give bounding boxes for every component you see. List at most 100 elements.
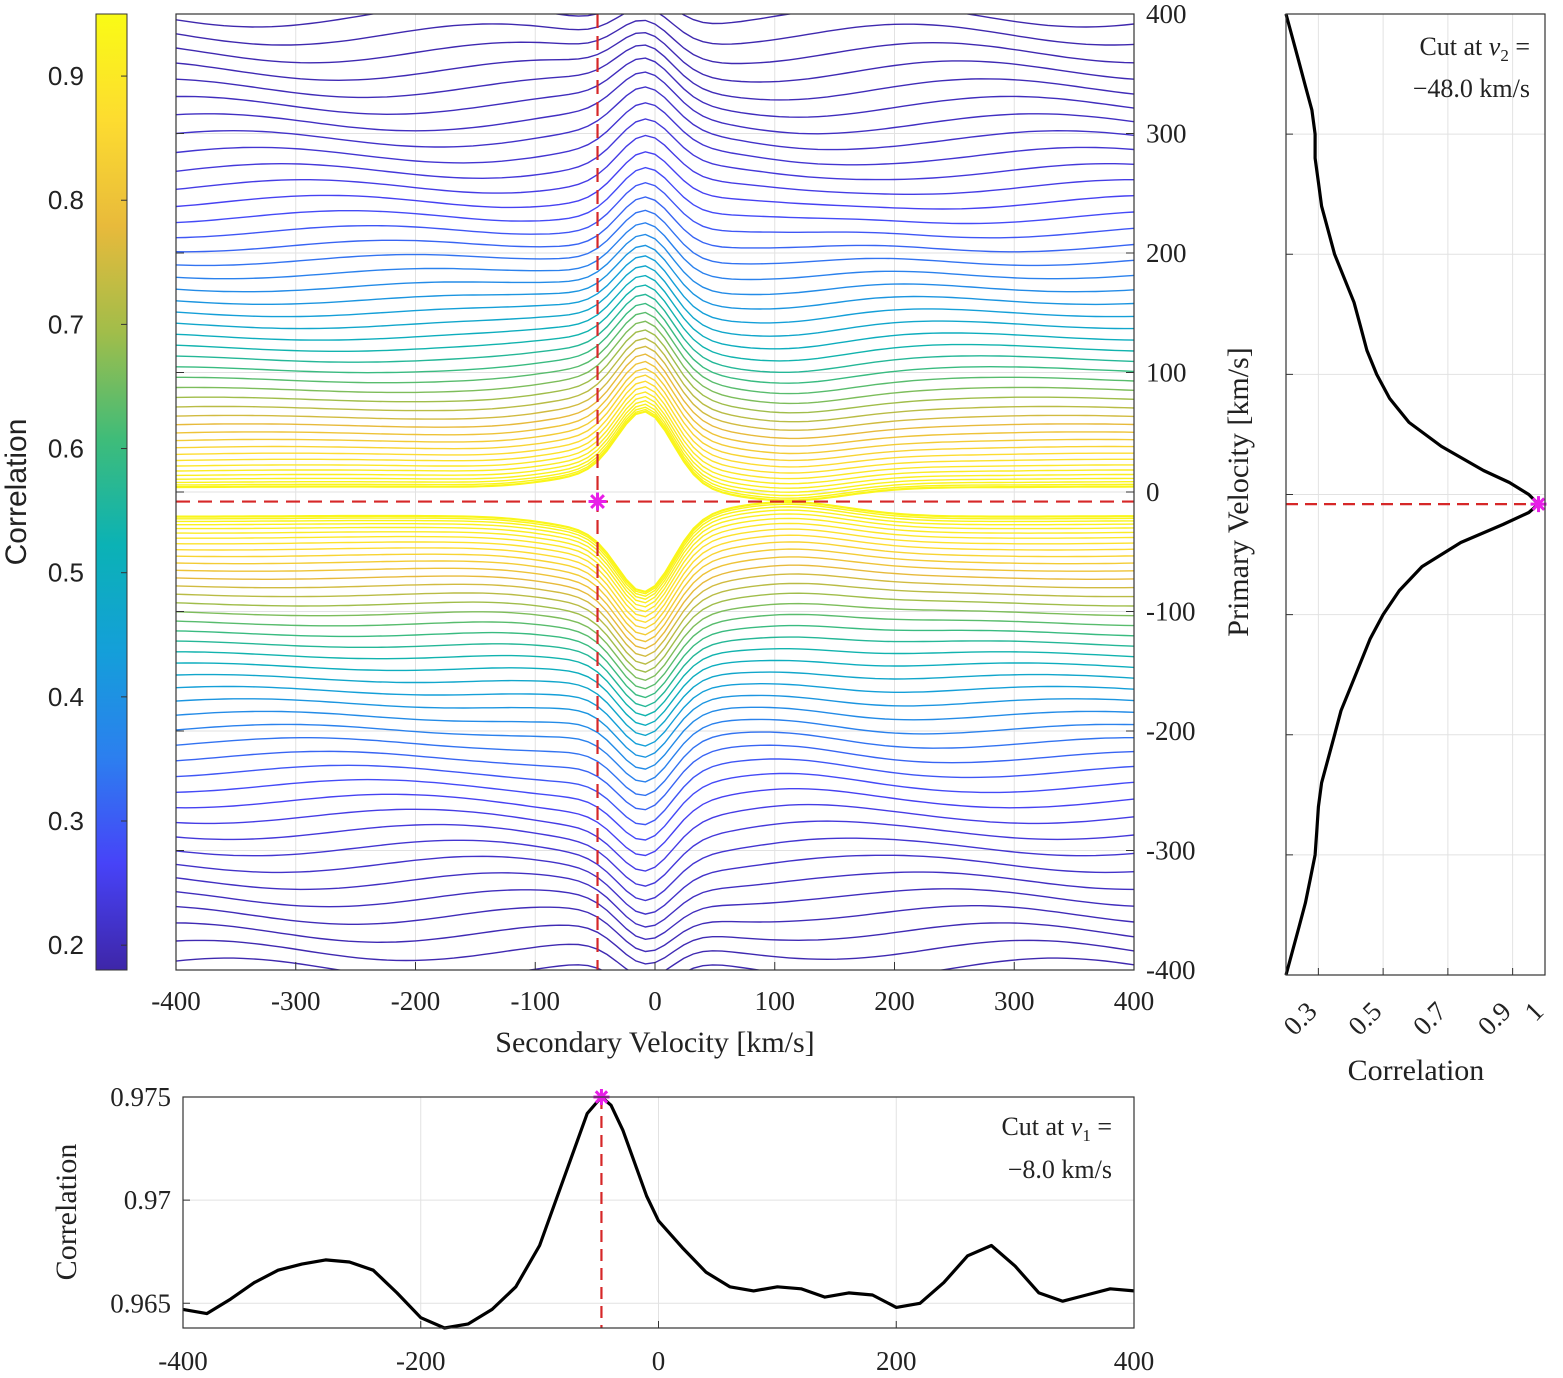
contour-level-line xyxy=(176,71,1134,135)
contour-x-tick-label: 100 xyxy=(755,986,796,1016)
contour-level-line xyxy=(176,671,1134,737)
contour-plot: -400 -300 -200 -100 0 100 200 300 400 400 300 200 1… xyxy=(151,0,1255,1059)
contour-level-line xyxy=(176,408,1134,499)
cut-v1-annotation-line2: −8.0 km/s xyxy=(1008,1155,1112,1184)
cut-v1-x-tick-label: -400 xyxy=(158,1346,208,1376)
contour-level-line xyxy=(176,166,1134,225)
cut-v2-x-tick-label: 1 xyxy=(1518,996,1549,1027)
contour-level-line xyxy=(176,233,1134,296)
contour-level-line xyxy=(176,573,1134,658)
contour-level-line xyxy=(176,44,1134,101)
contour-level-line xyxy=(176,374,1134,462)
cut-v2-x-tick-label: 0.3 xyxy=(1278,996,1323,1041)
contour-x-tick-label: 200 xyxy=(874,986,915,1016)
contour-level-line xyxy=(176,293,1134,373)
contour-level-line xyxy=(176,501,1134,593)
contour-x-ticks: -400 -300 -200 -100 0 100 200 300 400 xyxy=(151,962,1154,1016)
contour-y-tick-label: -200 xyxy=(1146,716,1196,746)
contour-level-line xyxy=(176,506,1134,597)
colorbar-gradient xyxy=(95,13,128,971)
contour-level-line xyxy=(176,274,1134,350)
cut-v1-grid xyxy=(182,1096,1135,1328)
cut-v1-x-tick-label: 0 xyxy=(652,1346,666,1376)
contour-level-line xyxy=(176,222,1134,281)
contour-level-line xyxy=(176,14,1134,46)
cut-v1-x-tick-label: -200 xyxy=(396,1346,446,1376)
contour-level-line xyxy=(176,284,1134,362)
contour-level-line xyxy=(176,209,1134,267)
contour-level-line xyxy=(176,837,1134,902)
contour-x-label: Secondary Velocity [km/s] xyxy=(495,1026,814,1059)
contour-level-line xyxy=(176,320,1134,405)
contour-level-line xyxy=(176,302,1134,384)
contour-level-line xyxy=(176,706,1134,770)
contour-level-line xyxy=(176,528,1134,618)
contour-level-line xyxy=(176,613,1134,690)
cut-v2-peak-marker xyxy=(1530,496,1547,513)
contour-level-line xyxy=(176,564,1134,650)
contour-x-tick-label: -300 xyxy=(271,986,321,1016)
colorbar-ticks: 0.9 0.8 0.7 0.6 0.5 0.4 0.3 0.2 xyxy=(48,61,127,960)
contour-y-tick-label: 400 xyxy=(1146,0,1187,29)
contour-level-line xyxy=(176,636,1134,708)
contour-y-tick-label: 0 xyxy=(1146,477,1160,507)
contour-level-line xyxy=(176,380,1134,468)
contour-level-line xyxy=(176,556,1134,643)
contour-level-line xyxy=(176,659,1134,727)
contour-level-line xyxy=(176,772,1134,841)
contour-level-line xyxy=(176,718,1134,783)
contour-level-line xyxy=(176,181,1134,239)
colorbar-tick-label: 0.6 xyxy=(48,434,84,464)
contour-level-line xyxy=(176,86,1134,151)
cut-v2-grid xyxy=(1286,14,1546,975)
contour-level-line xyxy=(176,939,1134,970)
cut-v1-y-tick-label: 0.975 xyxy=(110,1082,171,1112)
contour-y-ticks: 400 300 200 100 0 -100 -200 -300 -400 xyxy=(176,0,1196,985)
contour-level-line xyxy=(176,386,1134,474)
cut-v2-x-label: Correlation xyxy=(1348,1054,1485,1087)
contour-level-line xyxy=(176,854,1134,915)
contour-level-line xyxy=(176,57,1134,118)
cut-v2-x-tick-label: 0.9 xyxy=(1472,996,1517,1041)
contour-level-line xyxy=(176,503,1134,595)
contour-level-line xyxy=(176,395,1134,485)
contour-level-line xyxy=(176,509,1134,600)
contour-level-line xyxy=(176,682,1134,747)
contour-x-tick-label: 0 xyxy=(648,986,662,1016)
contour-level-line xyxy=(176,522,1134,613)
contour-x-tick-label: 300 xyxy=(994,986,1035,1016)
contour-level-line xyxy=(176,517,1134,608)
colorbar-tick-label: 0.9 xyxy=(48,61,84,91)
contour-y-tick-label: -400 xyxy=(1146,955,1196,985)
contour-level-line xyxy=(176,102,1134,166)
colorbar-label: Correlation xyxy=(0,419,33,566)
cut-v2-annotation-line2: −48.0 km/s xyxy=(1413,74,1530,103)
peak-marker-arm xyxy=(590,494,605,509)
contour-level-line xyxy=(176,265,1134,337)
contour-y-tick-label: 200 xyxy=(1146,238,1187,268)
contour-level-line xyxy=(176,788,1134,857)
cut-v2-series xyxy=(1284,13,1547,976)
contour-level-line xyxy=(176,391,1134,480)
contour-level-line xyxy=(176,534,1134,624)
cut-v1-line xyxy=(182,1095,1135,1330)
contour-x-tick-label: -100 xyxy=(511,986,561,1016)
contour-level-line xyxy=(176,541,1134,630)
contour-grid xyxy=(175,13,1135,971)
contour-level-line xyxy=(176,871,1134,928)
contour-level-line xyxy=(176,244,1134,310)
colorbar-tick-label: 0.8 xyxy=(48,185,84,215)
cut-v1-x-tick-label: 400 xyxy=(1114,1346,1155,1376)
contour-y-tick-label: 100 xyxy=(1146,358,1187,388)
cut-v1-y-label: Correlation xyxy=(50,1144,83,1281)
contour-level-line xyxy=(176,403,1134,493)
cut-v1-x-ticks: -400 -200 0 200 400 xyxy=(158,1321,1154,1376)
contour-level-line xyxy=(176,744,1134,811)
contour-x-tick-label: -200 xyxy=(391,986,441,1016)
contour-level-line xyxy=(176,255,1134,324)
contour-level-line xyxy=(176,406,1134,497)
cut-v1-annotation: Cut at v1 = −8.0 km/s xyxy=(1001,1112,1112,1184)
contour-level-line xyxy=(176,399,1134,489)
cut-v1-plot: -400 -200 0 200 400 0.975 0.97 0.965 Correlati… xyxy=(50,1082,1154,1376)
contour-level-line xyxy=(176,196,1134,253)
